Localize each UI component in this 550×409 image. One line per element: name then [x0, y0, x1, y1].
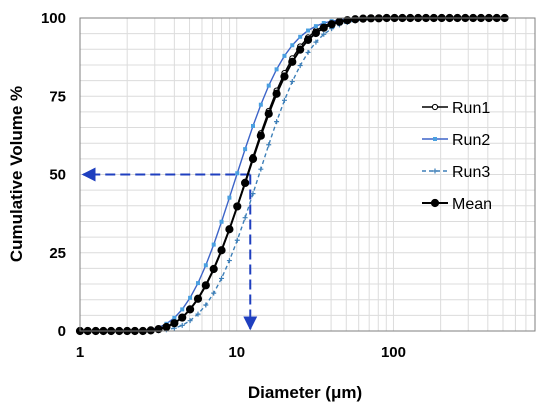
data-point — [258, 166, 264, 172]
data-point — [274, 67, 279, 72]
legend-marker — [432, 168, 438, 174]
x-axis-title: Diameter (μm) — [248, 383, 362, 402]
legend-item-mean: Mean — [422, 196, 492, 213]
data-point — [209, 264, 218, 274]
data-point — [281, 97, 287, 103]
y-axis-title: Cumulative Volume % — [7, 86, 26, 262]
legend-marker — [433, 137, 437, 141]
data-point — [311, 28, 321, 38]
data-point — [219, 275, 225, 281]
data-point — [179, 322, 185, 328]
legend-item-run3: Run3 — [422, 164, 490, 181]
data-point — [178, 313, 187, 322]
data-point — [272, 89, 281, 98]
data-point — [274, 119, 280, 125]
data-point — [185, 305, 195, 314]
data-point — [211, 242, 216, 247]
data-point — [154, 325, 163, 334]
data-point — [306, 28, 311, 33]
legend-label: Run3 — [452, 164, 490, 181]
data-point — [280, 72, 289, 81]
data-point — [241, 178, 250, 188]
x-tick-label: 10 — [228, 344, 245, 361]
data-point — [219, 219, 224, 224]
data-point — [243, 147, 248, 152]
legend-item-run1: Run1 — [422, 100, 490, 117]
data-point — [211, 290, 217, 296]
x-tick-label: 100 — [381, 344, 406, 361]
data-point — [188, 295, 193, 300]
data-point — [217, 246, 226, 255]
data-point — [170, 319, 179, 328]
data-point — [180, 307, 185, 312]
data-point — [193, 294, 203, 303]
data-point — [256, 131, 265, 140]
plot-frame — [79, 17, 536, 332]
data-point — [351, 15, 360, 24]
data-point — [225, 225, 234, 234]
data-point — [146, 326, 155, 335]
data-point — [313, 24, 318, 29]
y-tick-label: 75 — [49, 88, 66, 105]
data-point — [248, 154, 258, 163]
data-point — [234, 237, 240, 243]
data-point — [319, 23, 328, 32]
data-point — [321, 21, 326, 26]
data-point — [327, 20, 336, 29]
data-point — [203, 263, 208, 268]
legend-label: Mean — [452, 196, 492, 213]
tick-labels: 1 10 100 0 25 50 75 100 — [41, 10, 406, 361]
data-point — [305, 49, 311, 55]
x-tick-label: 1 — [76, 344, 84, 361]
y-tick-label: 100 — [41, 10, 66, 27]
data-point — [258, 102, 263, 107]
data-point — [266, 142, 272, 148]
data-point — [297, 63, 303, 69]
data-point — [203, 302, 209, 308]
y-tick-label: 25 — [49, 245, 66, 262]
data-point — [227, 195, 232, 200]
data-point — [282, 53, 287, 58]
y-tick-label: 0 — [58, 323, 66, 340]
data-point — [235, 171, 240, 176]
legend-item-run2: Run2 — [422, 132, 490, 149]
legend-label: Run1 — [452, 100, 490, 117]
data-point — [289, 79, 295, 85]
median-annotation — [81, 167, 258, 331]
data-point — [303, 35, 313, 45]
data-point — [195, 281, 200, 286]
y-tick-label: 50 — [49, 167, 66, 184]
data-point — [296, 45, 305, 54]
data-point — [298, 34, 303, 39]
data-point — [195, 311, 201, 317]
data-point — [335, 17, 344, 26]
data-point — [321, 31, 327, 37]
data-point — [358, 14, 368, 23]
data-point — [187, 318, 193, 324]
data-point — [233, 202, 242, 211]
data-point — [288, 57, 297, 66]
legend-marker — [430, 198, 440, 208]
data-point — [162, 322, 171, 332]
data-point — [201, 281, 210, 290]
data-point — [250, 123, 255, 128]
data-point — [226, 258, 232, 264]
data-point — [172, 315, 177, 320]
legend-marker — [431, 103, 439, 111]
data-point — [313, 39, 319, 45]
data-point — [290, 43, 295, 48]
legend-label: Run2 — [452, 132, 490, 149]
legend: Run1 Run2 Run3 Mean — [422, 100, 492, 213]
data-point — [242, 215, 248, 221]
data-point — [264, 109, 273, 118]
data-point — [266, 83, 271, 88]
data-point — [250, 191, 256, 197]
